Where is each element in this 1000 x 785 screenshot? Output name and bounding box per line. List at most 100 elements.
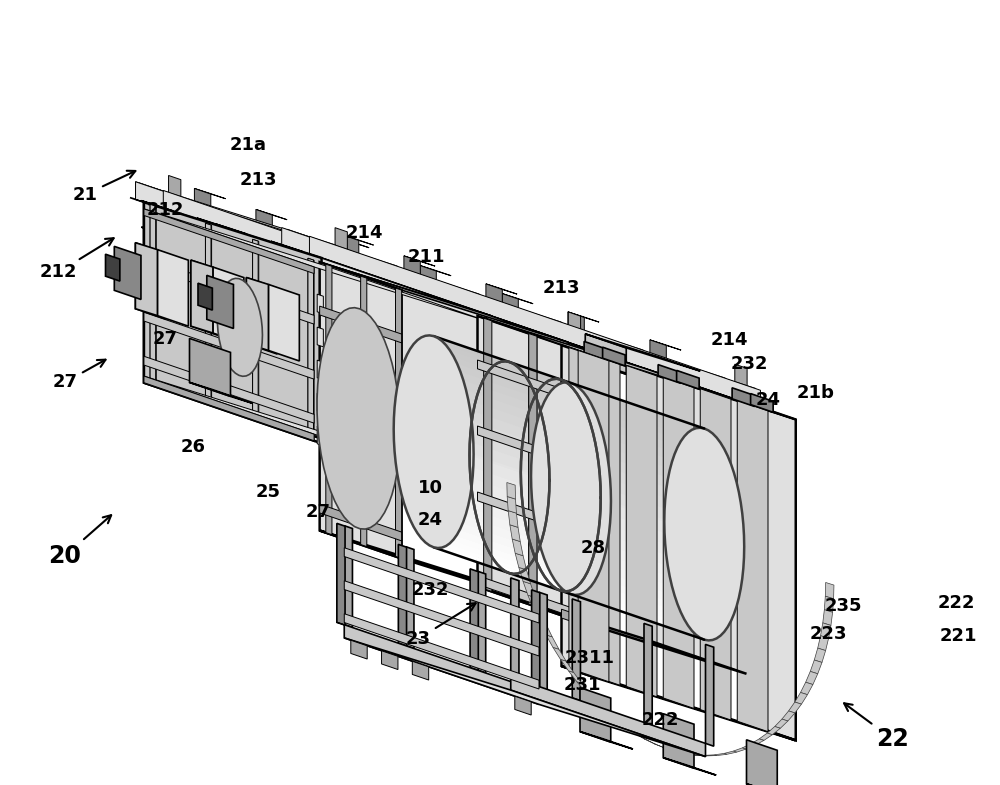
Polygon shape xyxy=(190,382,253,403)
Polygon shape xyxy=(194,188,226,199)
Polygon shape xyxy=(135,243,166,319)
Polygon shape xyxy=(351,641,367,659)
Polygon shape xyxy=(213,267,244,344)
Polygon shape xyxy=(751,393,773,412)
Polygon shape xyxy=(205,223,212,406)
Text: 27: 27 xyxy=(152,330,178,348)
Polygon shape xyxy=(320,504,402,541)
Polygon shape xyxy=(130,198,766,410)
Polygon shape xyxy=(414,527,688,626)
Polygon shape xyxy=(446,543,721,638)
Polygon shape xyxy=(767,726,780,735)
Text: 213: 213 xyxy=(239,171,277,188)
Polygon shape xyxy=(655,744,665,748)
Text: 10: 10 xyxy=(418,480,442,497)
Polygon shape xyxy=(532,590,540,692)
Polygon shape xyxy=(460,522,734,621)
Polygon shape xyxy=(724,751,737,754)
Polygon shape xyxy=(650,340,666,359)
Polygon shape xyxy=(150,204,156,387)
Polygon shape xyxy=(463,514,737,614)
Polygon shape xyxy=(442,341,717,437)
Polygon shape xyxy=(217,279,262,376)
Polygon shape xyxy=(685,754,697,755)
Polygon shape xyxy=(675,751,686,754)
Polygon shape xyxy=(429,546,704,640)
Polygon shape xyxy=(706,644,714,747)
Polygon shape xyxy=(746,739,777,785)
Polygon shape xyxy=(150,204,156,386)
Polygon shape xyxy=(468,400,741,502)
Polygon shape xyxy=(287,229,738,390)
Polygon shape xyxy=(568,312,584,330)
Polygon shape xyxy=(508,510,518,528)
Polygon shape xyxy=(663,758,716,775)
Polygon shape xyxy=(144,356,314,423)
Polygon shape xyxy=(406,546,414,648)
Text: 28: 28 xyxy=(580,539,606,557)
Polygon shape xyxy=(473,455,744,557)
Polygon shape xyxy=(207,276,233,328)
Polygon shape xyxy=(150,187,336,263)
Polygon shape xyxy=(212,208,397,283)
Polygon shape xyxy=(664,428,744,641)
Polygon shape xyxy=(603,347,625,366)
Polygon shape xyxy=(562,609,592,629)
Polygon shape xyxy=(562,345,796,419)
Polygon shape xyxy=(486,314,568,611)
Polygon shape xyxy=(438,548,713,641)
Polygon shape xyxy=(746,783,799,785)
Polygon shape xyxy=(814,648,826,663)
Text: 23: 23 xyxy=(406,603,476,648)
Polygon shape xyxy=(450,350,724,449)
Polygon shape xyxy=(417,338,692,433)
Polygon shape xyxy=(215,250,247,261)
Text: 232: 232 xyxy=(730,356,768,373)
Polygon shape xyxy=(144,203,322,438)
Polygon shape xyxy=(394,440,665,544)
Polygon shape xyxy=(478,571,486,673)
Polygon shape xyxy=(595,702,608,712)
Polygon shape xyxy=(438,338,713,433)
Polygon shape xyxy=(169,176,181,197)
Polygon shape xyxy=(342,235,359,254)
Polygon shape xyxy=(546,635,559,649)
Polygon shape xyxy=(399,484,672,586)
Polygon shape xyxy=(663,377,694,709)
Text: 235: 235 xyxy=(824,597,862,615)
Polygon shape xyxy=(585,360,700,397)
Polygon shape xyxy=(472,476,743,579)
Text: 27: 27 xyxy=(306,503,330,520)
Polygon shape xyxy=(320,531,568,611)
Polygon shape xyxy=(309,254,766,410)
Polygon shape xyxy=(396,387,668,490)
Polygon shape xyxy=(135,243,158,316)
Polygon shape xyxy=(470,486,742,589)
Polygon shape xyxy=(454,356,728,456)
Polygon shape xyxy=(253,239,258,422)
Polygon shape xyxy=(190,338,230,396)
Polygon shape xyxy=(562,433,592,452)
Polygon shape xyxy=(420,265,451,276)
Polygon shape xyxy=(344,625,539,704)
Polygon shape xyxy=(782,711,795,721)
Text: 232: 232 xyxy=(411,582,449,599)
Polygon shape xyxy=(232,229,247,261)
Text: 2311: 2311 xyxy=(565,649,615,666)
Polygon shape xyxy=(317,360,323,380)
Polygon shape xyxy=(337,623,352,627)
Polygon shape xyxy=(317,308,400,529)
Polygon shape xyxy=(733,748,746,752)
Polygon shape xyxy=(404,256,420,275)
Polygon shape xyxy=(141,227,173,237)
Polygon shape xyxy=(287,247,302,278)
Polygon shape xyxy=(568,312,581,334)
Polygon shape xyxy=(523,582,535,597)
Polygon shape xyxy=(562,666,796,740)
Polygon shape xyxy=(429,335,704,429)
Polygon shape xyxy=(398,644,414,648)
Polygon shape xyxy=(394,418,665,521)
Text: 222: 222 xyxy=(937,594,975,612)
Polygon shape xyxy=(810,660,822,674)
Polygon shape xyxy=(571,330,756,406)
